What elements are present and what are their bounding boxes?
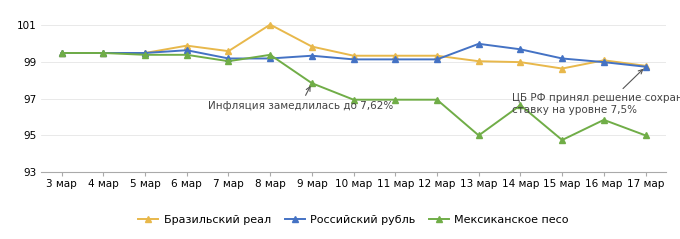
Российский рубль xyxy=(58,52,66,54)
Российский рубль xyxy=(183,49,191,52)
Бразильский реал xyxy=(308,45,316,48)
Text: ЦБ РФ принял решение сохранить
ставку на уровне 7,5%: ЦБ РФ принял решение сохранить ставку на… xyxy=(512,70,680,115)
Российский рубль xyxy=(308,54,316,57)
Российский рубль xyxy=(433,58,441,61)
Бразильский реал xyxy=(641,64,649,67)
Мексиканское песо xyxy=(58,52,66,54)
Мексиканское песо xyxy=(266,53,274,56)
Text: Инфляция замедлилась до 7,62%: Инфляция замедлилась до 7,62% xyxy=(207,87,393,111)
Мексиканское песо xyxy=(224,60,233,63)
Российский рубль xyxy=(224,57,233,60)
Российский рубль xyxy=(141,52,149,54)
Российский рубль xyxy=(266,57,274,60)
Бразильский реал xyxy=(58,52,66,54)
Мексиканское песо xyxy=(350,98,358,101)
Мексиканское песо xyxy=(600,119,608,121)
Мексиканское песо xyxy=(183,53,191,56)
Мексиканское песо xyxy=(516,104,524,107)
Российский рубль xyxy=(350,58,358,61)
Бразильский реал xyxy=(350,54,358,57)
Line: Российский рубль: Российский рубль xyxy=(59,41,648,70)
Российский рубль xyxy=(641,65,649,68)
Российский рубль xyxy=(99,52,107,54)
Line: Мексиканское песо: Мексиканское песо xyxy=(59,50,648,143)
Мексиканское песо xyxy=(99,52,107,54)
Бразильский реал xyxy=(391,54,399,57)
Российский рубль xyxy=(516,48,524,51)
Бразильский реал xyxy=(99,52,107,54)
Бразильский реал xyxy=(433,54,441,57)
Мексиканское песо xyxy=(641,134,649,137)
Бразильский реал xyxy=(183,44,191,47)
Legend: Бразильский реал, Российский рубль, Мексиканское песо: Бразильский реал, Российский рубль, Мекс… xyxy=(134,210,573,229)
Мексиканское песо xyxy=(308,82,316,85)
Российский рубль xyxy=(558,57,566,60)
Бразильский реал xyxy=(224,50,233,53)
Бразильский реал xyxy=(600,59,608,62)
Бразильский реал xyxy=(475,60,483,63)
Бразильский реал xyxy=(141,52,149,54)
Бразильский реал xyxy=(558,67,566,70)
Российский рубль xyxy=(600,61,608,64)
Line: Бразильский реал: Бразильский реал xyxy=(59,22,648,71)
Мексиканское песо xyxy=(433,98,441,101)
Российский рубль xyxy=(475,42,483,45)
Мексиканское песо xyxy=(475,134,483,137)
Мексиканское песо xyxy=(141,53,149,56)
Мексиканское песо xyxy=(558,139,566,141)
Российский рубль xyxy=(391,58,399,61)
Бразильский реал xyxy=(516,61,524,64)
Бразильский реал xyxy=(266,23,274,26)
Мексиканское песо xyxy=(391,98,399,101)
